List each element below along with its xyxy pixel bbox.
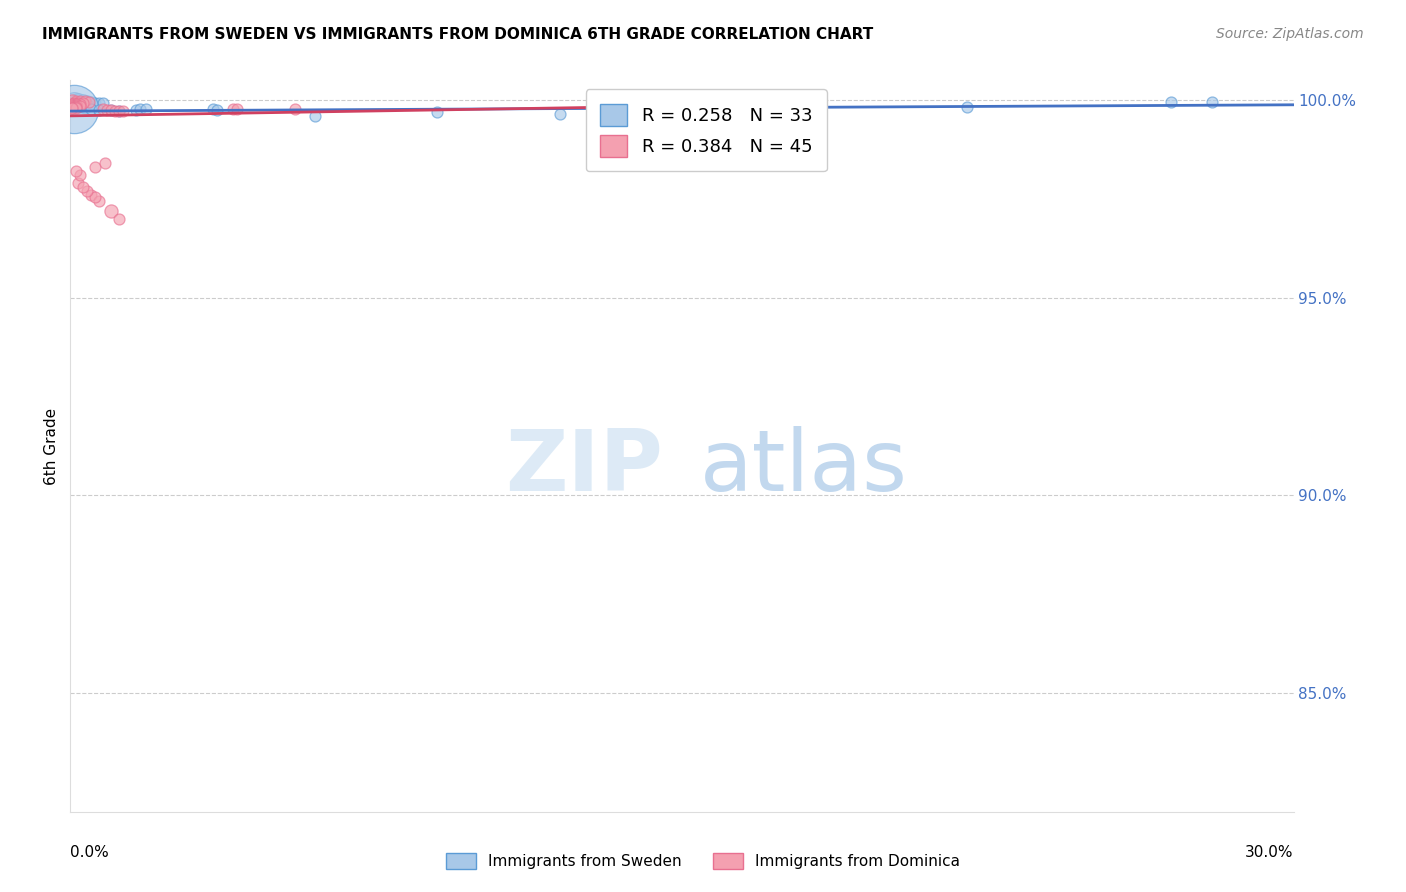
Point [73,101,96,115]
Point [63,95,86,109]
Point [87,95,110,110]
Point [69,168,91,182]
Point [100,203,122,218]
Point [65,98,87,112]
Point [124,103,146,117]
Point [69,99,91,113]
Point [60,97,83,112]
Point [112,104,135,119]
Point [67,95,90,110]
Point [60,94,83,108]
Point [83,95,105,110]
Point [128,102,150,116]
Point [76,184,98,198]
Point [67,95,90,109]
Point [77,95,100,109]
Point [79,188,103,202]
Text: 0.0%: 0.0% [70,845,110,860]
Point [72,180,94,194]
Point [108,104,131,119]
Point [96,103,118,117]
Point [73,94,96,108]
Point [104,103,127,118]
Point [60,101,83,115]
Point [60,98,83,112]
Point [94,156,117,170]
Point [69,97,91,112]
Point [226,102,249,116]
Point [548,107,571,121]
Point [426,104,449,119]
Point [100,103,122,117]
Point [1160,95,1182,109]
Point [108,211,131,226]
Point [79,102,103,116]
Point [73,98,96,112]
Point [72,95,94,110]
Point [65,100,87,114]
Point [100,103,122,117]
Point [60,99,83,113]
Point [87,194,110,208]
Point [77,98,100,112]
Point [91,95,114,110]
Text: atlas: atlas [700,426,908,509]
Point [72,95,94,109]
Text: 30.0%: 30.0% [1246,845,1294,860]
Text: Source: ZipAtlas.com: Source: ZipAtlas.com [1216,27,1364,41]
Point [69,100,91,114]
Point [304,109,326,123]
Point [65,99,87,113]
Point [65,97,87,112]
Point [205,103,228,117]
Point [67,176,90,190]
Point [60,100,83,114]
Text: ZIP: ZIP [505,426,662,509]
Point [284,102,307,116]
Point [65,97,87,112]
Point [956,100,979,114]
Point [65,164,87,178]
Point [79,95,103,110]
Point [222,102,245,116]
Point [63,102,86,116]
Point [108,103,131,118]
Point [65,94,87,108]
Point [711,102,734,116]
Point [733,103,755,117]
Point [202,102,225,116]
Point [63,95,86,110]
Point [735,103,758,117]
Point [135,102,157,116]
Legend: Immigrants from Sweden, Immigrants from Dominica: Immigrants from Sweden, Immigrants from … [440,847,966,875]
Point [91,102,114,116]
Point [83,161,105,175]
Text: IMMIGRANTS FROM SWEDEN VS IMMIGRANTS FROM DOMINICA 6TH GRADE CORRELATION CHART: IMMIGRANTS FROM SWEDEN VS IMMIGRANTS FRO… [42,27,873,42]
Point [1201,95,1223,109]
Point [65,101,87,115]
Point [65,100,87,114]
Point [60,96,83,111]
Point [65,96,87,111]
Point [76,95,98,109]
Point [60,101,83,115]
Point [69,94,91,108]
Point [69,96,91,111]
Point [87,103,110,117]
Y-axis label: 6th Grade: 6th Grade [44,408,59,484]
Legend: R = 0.258   N = 33, R = 0.384   N = 45: R = 0.258 N = 33, R = 0.384 N = 45 [586,89,827,171]
Point [83,190,105,204]
